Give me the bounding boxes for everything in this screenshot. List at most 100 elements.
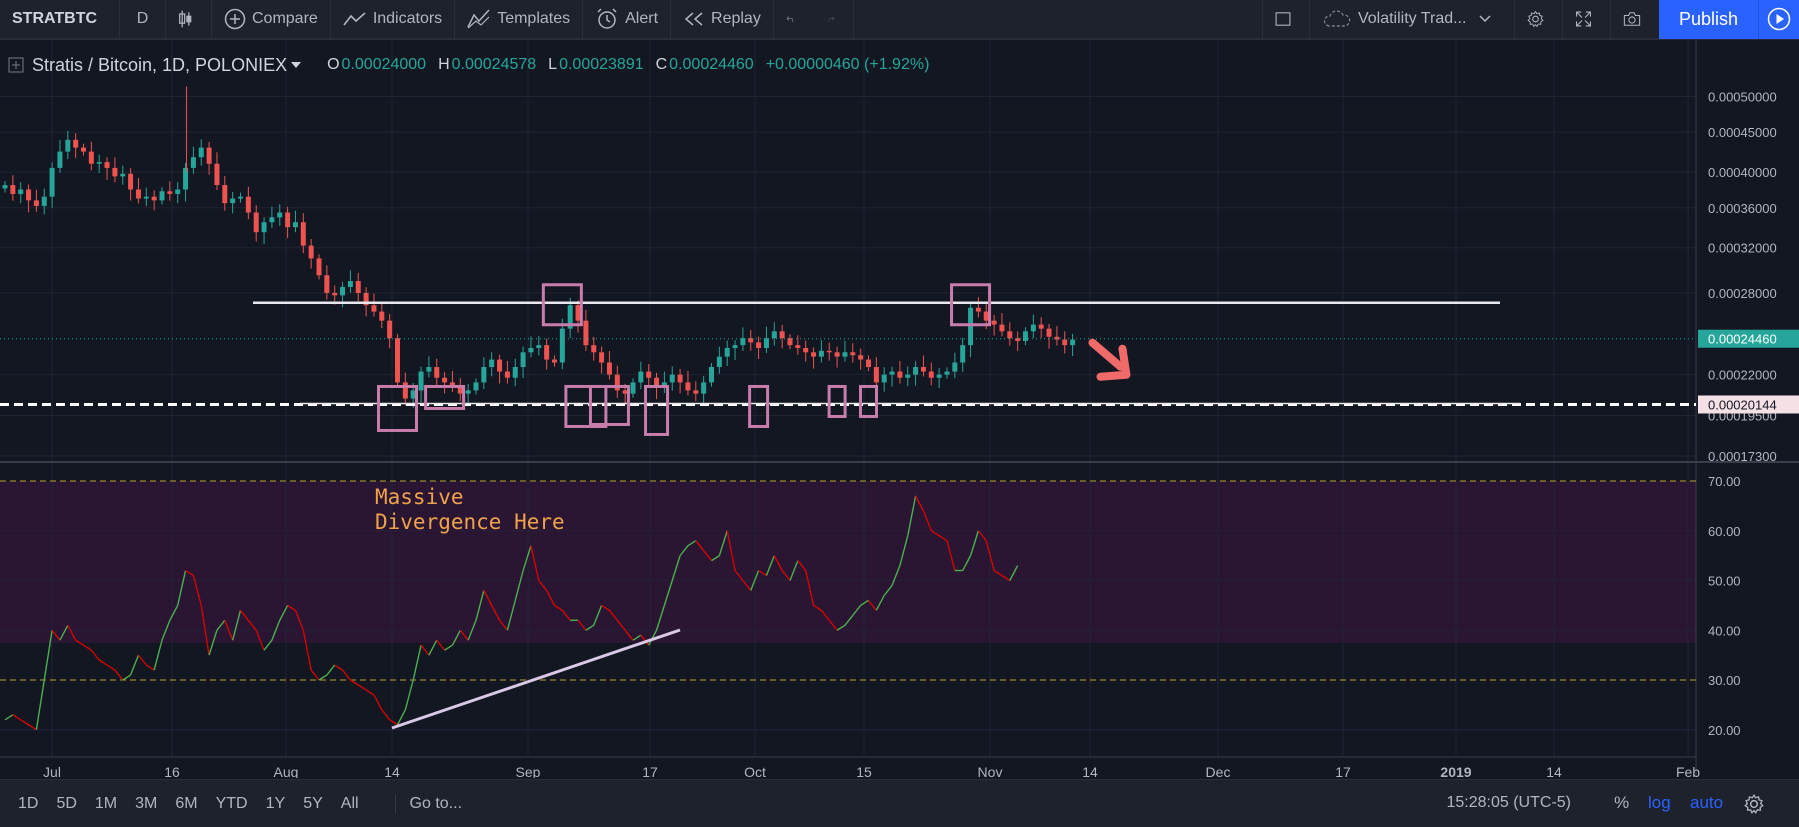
range-button-ytd[interactable]: YTD — [215, 794, 248, 812]
compare-button[interactable]: Compare — [212, 0, 331, 39]
symbol-search-button[interactable]: STRATBTC — [0, 0, 120, 39]
candle-body — [630, 382, 636, 394]
rsi-segment — [145, 664, 155, 671]
rsi-segment — [993, 569, 1003, 577]
chevron-down-icon — [1479, 15, 1491, 23]
rsi-segment — [334, 664, 343, 671]
rsi-segment — [522, 545, 532, 571]
range-button-5d[interactable]: 5D — [56, 794, 77, 812]
rsi-segment — [828, 619, 838, 631]
rsi-segment — [326, 664, 336, 676]
rsi-segment — [616, 619, 626, 631]
range-button-6m[interactable]: 6M — [175, 794, 198, 812]
candle-body — [897, 371, 903, 378]
candle-body — [363, 292, 369, 306]
candle-body — [991, 320, 997, 325]
low-value: 0.00023891 — [559, 56, 644, 73]
layout-button[interactable] — [1261, 0, 1310, 39]
percent-toggle[interactable]: % — [1614, 793, 1630, 812]
candle-body — [214, 163, 220, 186]
rsi-segment — [451, 629, 461, 646]
rsi-segment — [695, 540, 705, 552]
candle-body — [473, 382, 479, 391]
drawings — [0, 283, 1696, 436]
rsi-axis-label: 70.00 — [1708, 474, 1741, 489]
interval-button[interactable]: D — [120, 0, 166, 39]
log-toggle[interactable]: log — [1648, 793, 1671, 812]
rsi-segment — [169, 605, 179, 621]
candlestick-series — [2, 86, 1076, 408]
support-test-box — [377, 384, 418, 432]
candle-body — [277, 212, 283, 218]
candle-body — [669, 374, 675, 383]
candle-body — [183, 167, 189, 190]
compare-plus-icon — [224, 8, 246, 30]
time-axis-label: 16 — [164, 764, 180, 779]
range-button-1y[interactable]: 1Y — [265, 794, 286, 812]
rsi-segment — [35, 679, 45, 730]
legend-caret-icon[interactable] — [291, 62, 302, 68]
rsi-band-fill — [0, 481, 1696, 643]
price-axis-label: 0.00028000 — [1708, 286, 1777, 301]
last-price-tag — [1698, 329, 1799, 348]
candle-body — [324, 275, 330, 293]
settings-button[interactable] — [1515, 0, 1563, 39]
candle-body — [96, 162, 102, 164]
publish-button[interactable]: Publish — [1658, 0, 1758, 39]
candle-body — [559, 328, 565, 363]
rsi-segment — [663, 580, 673, 606]
price-axis-label: 0.00045000 — [1708, 125, 1777, 140]
rsi-segment — [51, 629, 61, 641]
range-button-all[interactable]: All — [340, 794, 359, 812]
range-button-1m[interactable]: 1M — [94, 794, 118, 812]
candle-body — [2, 185, 8, 189]
auto-toggle[interactable]: auto — [1690, 793, 1724, 812]
rsi-segment — [593, 605, 603, 626]
chart-canvas[interactable]: 0.00050000 0.00045000 0.00040000 0.00036000… — [0, 40, 1799, 779]
indicators-button[interactable]: Indicators — [331, 0, 456, 39]
candle-body — [151, 196, 157, 201]
candle-body — [222, 185, 228, 204]
candle-body — [536, 345, 542, 348]
goto-button[interactable]: Go to... — [394, 794, 462, 813]
camera-icon — [1623, 12, 1641, 26]
rsi-segment — [98, 659, 108, 666]
resistance-test-box — [541, 283, 583, 327]
candle-body — [818, 350, 824, 357]
snapshot-button[interactable] — [1611, 0, 1659, 39]
time-axis-label: 14 — [1546, 764, 1562, 779]
clock: 15:28:05 (UTC-5) — [1446, 794, 1572, 811]
redo-button[interactable] — [814, 0, 854, 39]
candle-body — [661, 382, 667, 388]
undo-button[interactable] — [774, 0, 814, 39]
replay-button[interactable]: Replay — [671, 0, 774, 39]
range-button-3m[interactable]: 3M — [135, 794, 158, 812]
study-template-button[interactable]: Volatility Trad... — [1310, 0, 1515, 39]
chart-type-button[interactable] — [166, 0, 212, 39]
candle-body — [701, 382, 707, 394]
annotation-text[interactable]: Massive Divergence Here — [375, 485, 565, 535]
time-axis-label: 17 — [642, 764, 658, 779]
range-buttons: 1D 5D 1M 3M 6M YTD 1Y 5Y All — [0, 795, 359, 813]
collapse-legend-icon[interactable] — [8, 57, 24, 73]
fullscreen-button[interactable] — [1563, 0, 1611, 39]
alert-button[interactable]: Alert — [583, 0, 672, 39]
play-button[interactable] — [1758, 0, 1799, 39]
rsi-segment — [137, 654, 147, 666]
gear-icon[interactable] — [1744, 794, 1764, 814]
templates-button[interactable]: Templates — [455, 0, 584, 39]
rsi-segment — [561, 609, 571, 621]
rsi-segment — [554, 604, 563, 611]
rsi-segment — [773, 555, 783, 571]
rsi-segment — [318, 674, 328, 681]
candle-body — [748, 338, 754, 343]
legend-title[interactable]: Stratis / Bitcoin, 1D, POLONIEX — [32, 54, 288, 75]
range-button-5y[interactable]: 5Y — [303, 794, 323, 812]
rsi-segment — [1009, 565, 1019, 581]
rsi-segment — [294, 610, 304, 631]
rsi-segment — [59, 624, 69, 641]
candle-body — [308, 245, 314, 259]
support-test-box — [424, 384, 466, 410]
fullscreen-icon — [1575, 11, 1591, 27]
range-button-1d[interactable]: 1D — [18, 794, 39, 812]
